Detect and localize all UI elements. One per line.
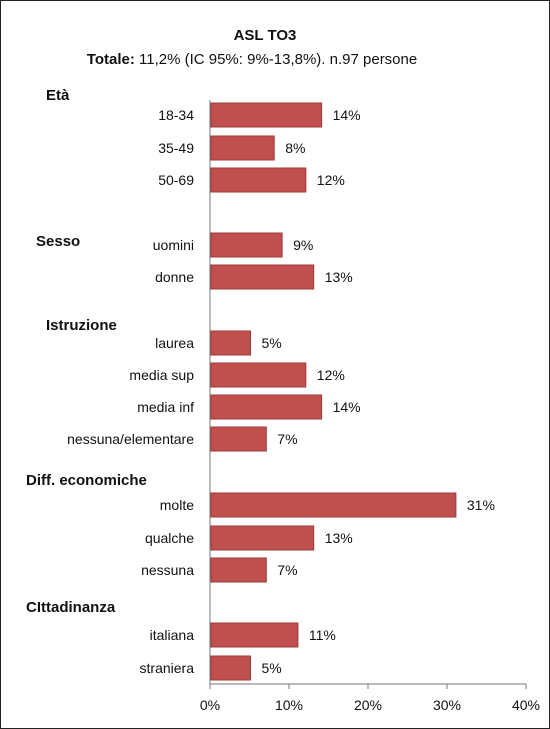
bar — [210, 394, 323, 420]
group-title: Età — [46, 87, 70, 104]
data-label: 8% — [285, 140, 305, 156]
x-tick-label: 20% — [354, 697, 382, 713]
plot-area: Età 18-34 14% 35-49 8% 50-69 12% Sesso uomini 9% d… — [26, 87, 540, 713]
category-label: 35-49 — [158, 140, 194, 156]
group-title: Istruzione — [46, 317, 117, 334]
x-tick-label: 10% — [275, 697, 303, 713]
data-label: 31% — [467, 497, 495, 513]
chart-subtitle: Totale: 11,2% (IC 95%: 9%-13,8%). n.97 p… — [87, 51, 417, 68]
bar — [210, 655, 251, 681]
chart-title: ASL TO3 — [234, 27, 297, 44]
data-label: 7% — [277, 431, 297, 447]
data-label: 11% — [309, 627, 336, 643]
bar — [210, 622, 299, 648]
bar — [210, 167, 307, 193]
data-label: 14% — [333, 107, 361, 123]
data-label: 5% — [262, 660, 282, 676]
category-label: nessuna — [141, 562, 194, 578]
bar — [210, 525, 315, 551]
bar — [210, 232, 283, 258]
category-label: straniera — [140, 660, 195, 676]
data-label: 13% — [325, 269, 353, 285]
category-label: 18-34 — [158, 107, 194, 123]
category-label: laurea — [155, 335, 194, 351]
bar — [210, 492, 457, 518]
bar — [210, 264, 315, 290]
group-title: Sesso — [36, 233, 80, 250]
category-label: media inf — [137, 399, 194, 415]
bar — [210, 135, 275, 161]
subtitle-label: Totale: — [87, 51, 135, 68]
data-label: 7% — [277, 562, 297, 578]
data-label: 5% — [262, 335, 282, 351]
category-label: media sup — [129, 367, 194, 383]
category-label: nessuna/elementare — [67, 431, 194, 447]
bar — [210, 102, 323, 128]
data-label: 9% — [293, 237, 313, 253]
data-label: 12% — [317, 367, 345, 383]
category-label: 50-69 — [158, 172, 194, 188]
category-label: italiana — [150, 627, 195, 643]
bar — [210, 426, 267, 452]
x-tick-label: 40% — [512, 697, 540, 713]
data-label: 13% — [325, 530, 353, 546]
bar — [210, 330, 251, 356]
subtitle-text: 11,2% (IC 95%: 9%-13,8%). n.97 persone — [139, 51, 417, 68]
category-label: donne — [155, 269, 194, 285]
data-label: 14% — [333, 399, 361, 415]
bar — [210, 557, 267, 583]
category-label: qualche — [145, 530, 194, 546]
x-tick-label: 30% — [433, 697, 461, 713]
x-tick-label: 0% — [200, 697, 220, 713]
data-label: 12% — [317, 172, 345, 188]
group-title: CIttadinanza — [26, 599, 116, 616]
category-label: uomini — [153, 237, 194, 253]
bar — [210, 362, 307, 388]
category-label: molte — [160, 497, 194, 513]
group-title: Diff. economiche — [26, 472, 147, 489]
